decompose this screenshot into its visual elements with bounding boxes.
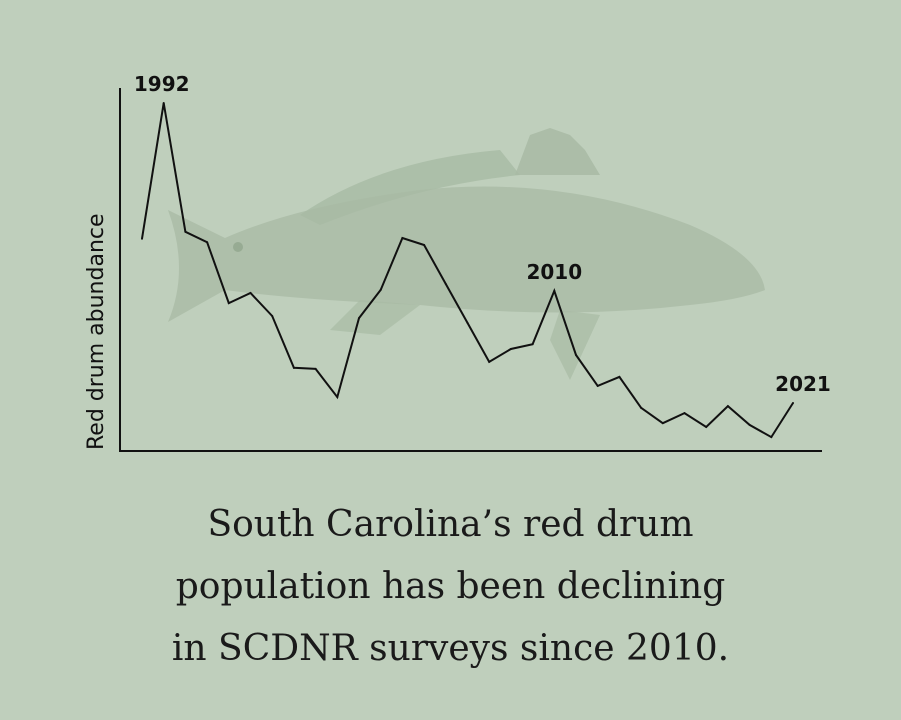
data-point — [444, 282, 447, 285]
annotation-label: 2021 — [775, 372, 831, 396]
data-point — [358, 317, 360, 320]
line-chart: Red drum abundance 1992 2010 2021 — [84, 72, 831, 452]
y-axis-label: Red drum abundance — [84, 213, 109, 450]
data-point — [466, 321, 469, 324]
data-point — [206, 241, 209, 244]
data-point — [792, 401, 794, 404]
caption: South Carolina’s red drum population has… — [0, 494, 901, 680]
data-point — [640, 406, 643, 409]
data-point — [184, 230, 187, 233]
data-point — [553, 289, 556, 292]
data-point — [770, 436, 773, 439]
fish-illustration — [168, 128, 765, 380]
data-point — [336, 396, 339, 399]
data-point — [249, 292, 252, 295]
caption-line: in SCDNR surveys since 2010. — [171, 628, 730, 669]
data-point — [162, 102, 165, 104]
data-point — [618, 375, 621, 378]
data-point — [661, 422, 664, 425]
data-point — [292, 366, 295, 369]
data-point — [596, 384, 599, 387]
data-point — [314, 367, 317, 370]
data-point — [401, 237, 404, 240]
caption-line: population has been declining — [175, 566, 726, 607]
annotation-label: 1992 — [134, 72, 190, 96]
data-point — [141, 237, 143, 240]
data-point — [726, 405, 729, 408]
data-point — [748, 423, 751, 426]
annotation-label: 2010 — [526, 260, 582, 284]
data-point — [488, 360, 491, 363]
data-point — [271, 314, 274, 317]
caption-line: South Carolina’s red drum — [207, 504, 694, 545]
data-point — [575, 353, 577, 356]
data-point — [531, 343, 534, 346]
data-point — [683, 412, 686, 415]
data-point — [379, 288, 382, 291]
data-point — [509, 348, 512, 351]
data-point — [423, 243, 426, 246]
data-point — [705, 425, 708, 428]
data-point — [227, 302, 230, 305]
